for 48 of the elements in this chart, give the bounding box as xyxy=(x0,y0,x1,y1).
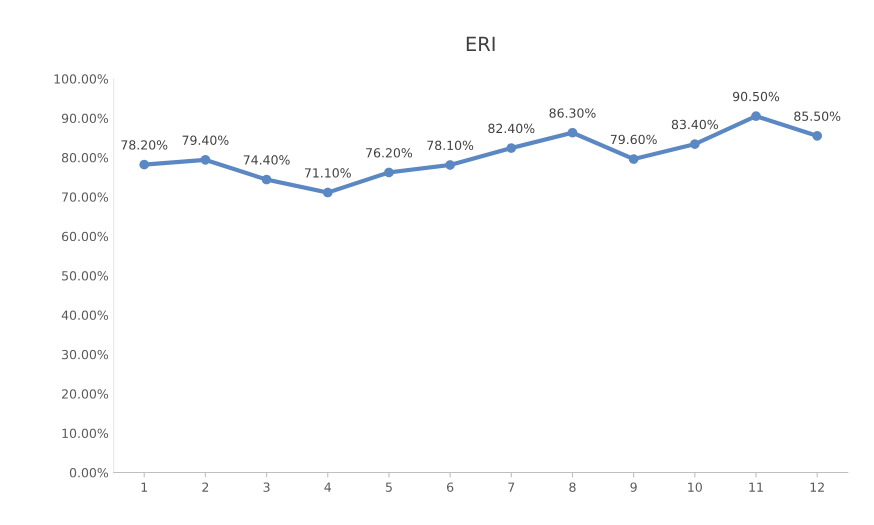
data-label: 85.50% xyxy=(794,111,840,121)
data-label: 78.20% xyxy=(121,140,168,150)
data-label: 71.10% xyxy=(304,168,351,178)
x-tick-label: 2 xyxy=(202,482,208,492)
point xyxy=(262,174,272,184)
x-tick-label: 1 xyxy=(142,482,148,492)
x-tick-label: 5 xyxy=(386,482,392,492)
point xyxy=(628,154,639,164)
point xyxy=(812,130,822,141)
data-label: 76.20% xyxy=(366,148,412,158)
x-tick-label: 11 xyxy=(749,482,763,492)
data-label: 83.40% xyxy=(672,120,718,130)
data-label: 79.60% xyxy=(610,134,657,144)
x-tick-label: 4 xyxy=(324,482,332,492)
x-tick-label: 10 xyxy=(688,482,702,492)
point xyxy=(384,168,394,178)
y-tick-label: 70.00% xyxy=(62,192,108,202)
y-tick-label: 100.00% xyxy=(54,74,108,84)
y-tick-label: 60.00% xyxy=(62,232,108,242)
x-tick-label: 8 xyxy=(569,482,576,492)
y-tick-label: 20.00% xyxy=(62,389,108,399)
chart-title: ERI xyxy=(466,36,495,51)
point xyxy=(568,128,578,138)
data-label: 78.10% xyxy=(427,140,474,150)
data-label: 86.30% xyxy=(549,108,596,118)
point xyxy=(690,139,700,149)
data-label: 82.40% xyxy=(488,124,534,134)
y-tick-label: 10.00% xyxy=(62,428,108,438)
data-label: 79.40% xyxy=(182,135,229,145)
point xyxy=(322,188,333,198)
y-tick-label: 30.00% xyxy=(62,350,108,360)
x-tick-label: 12 xyxy=(810,482,824,492)
point xyxy=(445,160,455,170)
y-tick-label: 40.00% xyxy=(62,310,108,320)
point xyxy=(506,143,516,153)
point xyxy=(200,155,210,165)
x-tick-label: 9 xyxy=(630,482,637,492)
x-tick-label: 7 xyxy=(508,482,514,492)
y-tick-label: 0.00% xyxy=(70,468,108,478)
point xyxy=(751,111,761,122)
x-tick-label: 6 xyxy=(447,482,454,492)
x-tick-label: 3 xyxy=(264,482,270,492)
point xyxy=(139,160,150,170)
y-tick-label: 50.00% xyxy=(62,271,108,281)
data-label: 90.50% xyxy=(732,92,780,102)
data-label: 74.40% xyxy=(244,155,290,165)
y-tick-label: 90.00% xyxy=(62,114,108,124)
y-tick-label: 80.00% xyxy=(62,152,108,162)
